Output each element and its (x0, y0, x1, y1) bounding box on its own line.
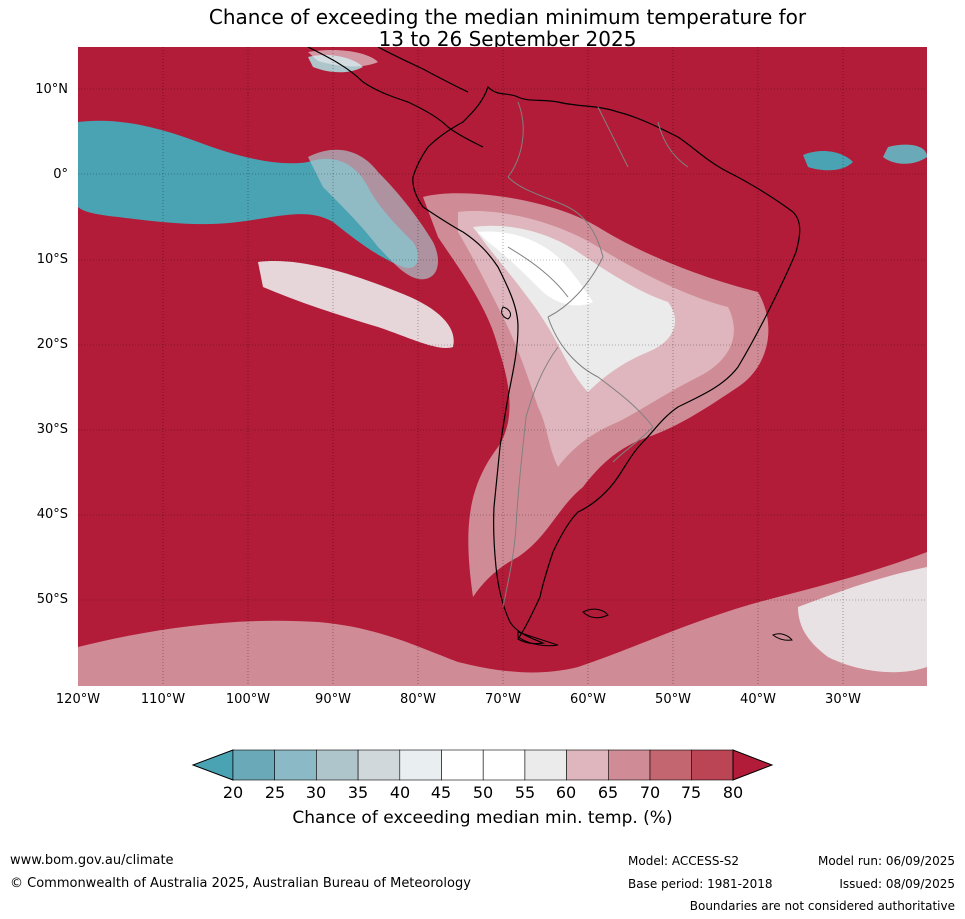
lon-label-50w: 50°W (655, 692, 691, 707)
map-title-line-2: 13 to 26 September 2025 (378, 27, 637, 51)
coastline-south-georgia (772, 633, 793, 641)
graticule (78, 47, 927, 686)
forecast-map (78, 47, 927, 686)
lat-label-50s: 50°S (36, 592, 68, 607)
colorbar-bin-75-80 (691, 749, 734, 781)
lon-label-30w: 30°W (825, 692, 861, 707)
patch-interior-white2 (478, 231, 593, 306)
lat-label-10s: 10°S (36, 252, 68, 267)
lon-label-70w: 70°W (485, 692, 521, 707)
colorbar-bin-30-35 (316, 749, 359, 781)
lon-label-60w: 60°W (570, 692, 606, 707)
patch-pacific-white (258, 261, 454, 348)
lon-label-100w: 100°W (225, 692, 271, 707)
lake-titicaca (501, 306, 511, 320)
lat-label-20s: 20°S (36, 337, 68, 352)
colorbar-bin-35-40 (357, 749, 401, 781)
colorbar-tick-25: 25 (264, 783, 286, 802)
patch-caribbean-white (308, 50, 378, 67)
patch-atlantic-cool (803, 151, 853, 171)
footer-model: Model: ACCESS-S2 (628, 854, 740, 868)
coastline-tierra-del-fuego (517, 631, 559, 647)
lon-label-40w: 40°W (740, 692, 776, 707)
patch-atlantic-cool2 (883, 144, 927, 164)
coastline-south-america (412, 85, 801, 645)
colorbar-tick-45: 45 (430, 783, 452, 802)
footer-copyright: © Commonwealth of Australia 2025, Austra… (10, 876, 471, 891)
footer-url[interactable]: www.bom.gov.au/climate (10, 853, 174, 868)
patch-pacific-cool-edge (308, 149, 438, 280)
colorbar-bin-55-60 (524, 749, 567, 781)
coastline-central-america (307, 47, 484, 148)
lon-label-110w: 110°W (140, 692, 186, 707)
colorbar-tick-80: 80 (722, 783, 744, 802)
colorbar-tick-50: 50 (472, 783, 494, 802)
colorbar-extend-high (732, 749, 774, 781)
colorbar-bin-20-25 (232, 749, 276, 781)
footer-disclaimer: Boundaries are not considered authoritat… (689, 899, 955, 913)
colorbar-tick-60: 60 (555, 783, 577, 802)
colorbar (191, 749, 774, 781)
colorbar-bin-60-65 (566, 749, 609, 781)
colorbar-tick-70: 70 (639, 783, 661, 802)
footer-model-run: Model run: 06/09/2025 (817, 854, 955, 868)
coastline-falklands (582, 608, 609, 619)
colorbar-tick-75: 75 (680, 783, 702, 802)
lat-label-10n: 10°N (35, 82, 68, 97)
colorbar-tick-40: 40 (389, 783, 411, 802)
colorbar-bin-70-75 (649, 749, 693, 781)
lon-label-120w: 120°W (55, 692, 101, 707)
colorbar-tick-30: 30 (305, 783, 327, 802)
colorbar-tick-55: 55 (514, 783, 536, 802)
colorbar-tick-35: 35 (347, 783, 369, 802)
lon-label-80w: 80°W (400, 692, 436, 707)
footer-issued: Issued: 08/09/2025 (839, 877, 955, 891)
colorbar-bin-45-50 (441, 749, 484, 781)
colorbar-tick-65: 65 (597, 783, 619, 802)
colorbar-bin-65-70 (607, 749, 651, 781)
colorbar-tick-20: 20 (222, 783, 244, 802)
colorbar-extend-low (191, 749, 234, 781)
probability-patches (78, 50, 927, 686)
colorbar-bin-25-30 (274, 749, 317, 781)
footer-base-period: Base period: 1981-2018 (628, 877, 773, 891)
colorbar-bin-40-45 (399, 749, 442, 781)
map-background (78, 47, 927, 686)
patch-south-pale (78, 552, 927, 686)
country-borders (502, 101, 689, 608)
lon-label-90w: 90°W (315, 692, 351, 707)
lat-label-0: 0° (53, 167, 68, 182)
colorbar-label: Chance of exceeding median min. temp. (%… (292, 808, 673, 828)
lat-label-40s: 40°S (36, 507, 68, 522)
patch-south-light (798, 567, 927, 673)
colorbar-bin-50-55 (482, 749, 526, 781)
map-title-line-1: Chance of exceeding the median minimum t… (208, 5, 807, 29)
lat-label-30s: 30°S (36, 422, 68, 437)
